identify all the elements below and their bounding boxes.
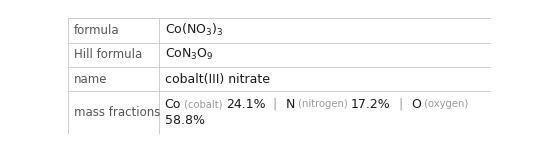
Text: name: name	[74, 73, 107, 86]
Text: $\mathrm{Co(NO_3)_3}$: $\mathrm{Co(NO_3)_3}$	[165, 22, 223, 38]
Text: formula: formula	[74, 24, 120, 37]
Text: $\mathrm{CoN_3O_9}$: $\mathrm{CoN_3O_9}$	[165, 47, 213, 62]
Text: cobalt(III) nitrate: cobalt(III) nitrate	[165, 73, 270, 86]
Text: 24.1%: 24.1%	[225, 98, 265, 111]
Text: Hill formula: Hill formula	[74, 48, 142, 61]
Text: 17.2%: 17.2%	[351, 98, 390, 111]
Text: N: N	[286, 98, 295, 111]
Text: O: O	[411, 98, 421, 111]
Text: 58.8%: 58.8%	[165, 114, 205, 127]
Text: Co: Co	[165, 98, 181, 111]
Text: (cobalt): (cobalt)	[181, 99, 225, 109]
FancyBboxPatch shape	[68, 18, 491, 134]
Text: (nitrogen): (nitrogen)	[295, 99, 351, 109]
Text: (oxygen): (oxygen)	[421, 99, 468, 109]
Text: mass fractions: mass fractions	[74, 106, 160, 119]
Text: |: |	[265, 98, 286, 111]
Text: |: |	[390, 98, 411, 111]
